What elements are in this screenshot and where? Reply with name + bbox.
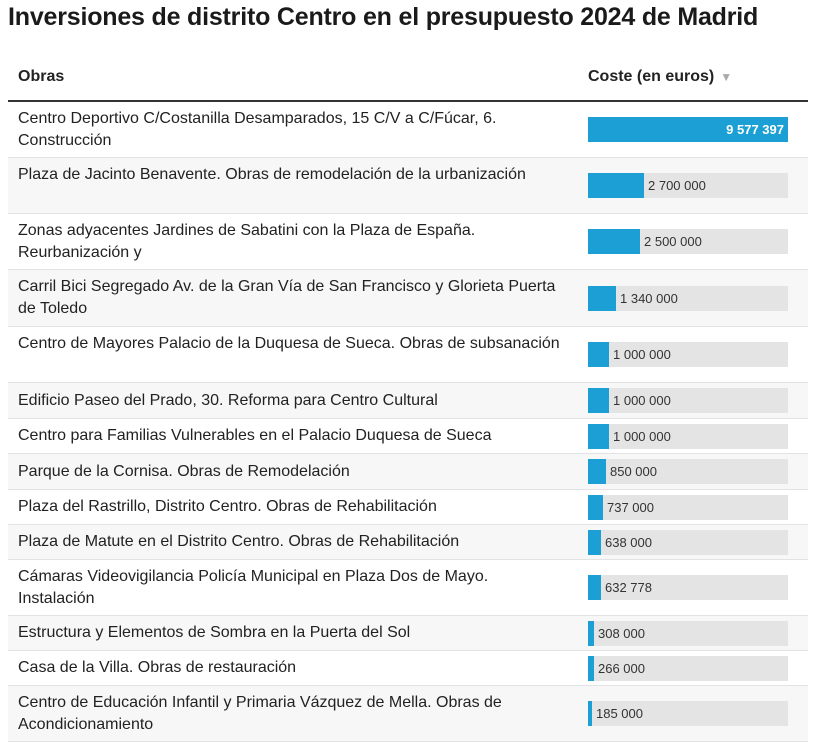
row-name: Cámaras Videovigilancia Policía Municipa…: [18, 567, 489, 607]
bar-track: 638 000: [588, 529, 788, 555]
bar-value-label: 9 577 397: [726, 122, 784, 137]
bar: [588, 575, 601, 600]
column-header-coste-label: Coste (en euros): [588, 68, 715, 85]
row-name: Parque de la Cornisa. Obras de Remodelac…: [18, 462, 350, 480]
bar-value-label: 1 340 000: [620, 290, 678, 306]
row-name: Centro para Familias Vulnerables en el P…: [18, 427, 492, 444]
table-row: Centro de Mayores Palacio de la Duquesa …: [8, 327, 808, 383]
bar-track: 1 340 000: [588, 285, 788, 311]
bar-track: 1 000 000: [588, 388, 788, 413]
bar-value-label: 850 000: [610, 464, 657, 479]
table-row: Estructura y Elementos de Sombra en la P…: [8, 616, 808, 651]
bar-value-label: 2 700 000: [648, 178, 706, 193]
bar: [588, 342, 609, 367]
bar-track: 2 500 000: [588, 229, 788, 254]
bar-track: 1 000 000: [588, 342, 788, 367]
bar: [588, 117, 788, 142]
bar-value-label: 1 000 000: [613, 347, 671, 362]
bar-value-label: 2 500 000: [644, 234, 702, 249]
bar-track: 9 577 397: [588, 117, 788, 142]
bar-track: 632 778: [588, 575, 788, 600]
table-row: Carril Bici Segregado Av. de la Gran Vía…: [8, 270, 808, 327]
table-row: Parque de la Cornisa. Obras de Remodelac…: [8, 454, 808, 490]
row-name: Casa de la Villa. Obras de restauración: [18, 659, 297, 676]
row-name: Estructura y Elementos de Sombra en la P…: [18, 624, 411, 641]
sort-descending-icon[interactable]: ▼: [720, 69, 733, 84]
bar-track: 185 000: [588, 701, 788, 726]
bar-value-label: 1 000 000: [613, 393, 671, 408]
row-name: Plaza de Matute en el Distrito Centro. O…: [18, 533, 460, 550]
bar: [588, 173, 644, 198]
table-row: Plaza del Rastrillo, Distrito Centro. Ob…: [8, 490, 808, 525]
bar-value-label: 308 000: [598, 625, 645, 641]
chart-title: Inversiones de distrito Centro en el pre…: [8, 3, 759, 31]
column-header-obras[interactable]: Obras: [18, 68, 65, 85]
bar: [588, 388, 609, 413]
table-row: Cámaras Videovigilancia Policía Municipa…: [8, 560, 808, 616]
bar: [588, 494, 603, 520]
row-name: Zonas adyacentes Jardines de Sabatini co…: [18, 221, 476, 261]
table-row: Plaza de Matute en el Distrito Centro. O…: [8, 525, 808, 560]
table-row: Zonas adyacentes Jardines de Sabatini co…: [8, 214, 808, 270]
table-row: Edificio Paseo del Prado, 30. Reforma pa…: [8, 383, 808, 419]
bar: [588, 423, 609, 449]
bar: [588, 459, 606, 484]
table-header: Obras Coste (en euros) ▼: [8, 60, 808, 102]
bar-track: 308 000: [588, 620, 788, 646]
row-name: Centro de Educación Infantil y Primaria …: [18, 693, 502, 733]
row-name: Plaza del Rastrillo, Distrito Centro. Ob…: [18, 498, 437, 515]
bar: [588, 655, 594, 681]
bar-value-label: 638 000: [605, 534, 652, 550]
bar: [588, 229, 640, 254]
bar: [588, 285, 616, 311]
table-row: Centro de Educación Infantil y Primaria …: [8, 686, 808, 742]
column-header-coste[interactable]: Coste (en euros) ▼: [588, 68, 732, 86]
row-name: Carril Bici Segregado Av. de la Gran Vía…: [18, 278, 556, 317]
table-row: Centro Deportivo C/Costanilla Desamparad…: [8, 102, 808, 158]
bar-track: 266 000: [588, 655, 788, 681]
bar-track: 2 700 000: [588, 173, 788, 198]
bar-track: 850 000: [588, 459, 788, 484]
bar: [588, 701, 592, 726]
bar-track: 737 000: [588, 494, 788, 520]
bar-value-label: 185 000: [596, 706, 643, 721]
row-name: Centro de Mayores Palacio de la Duquesa …: [18, 334, 560, 352]
table-row: Centro para Familias Vulnerables en el P…: [8, 419, 808, 454]
bar-value-label: 737 000: [607, 499, 654, 515]
bar-value-label: 1 000 000: [613, 428, 671, 444]
row-name: Edificio Paseo del Prado, 30. Reforma pa…: [18, 391, 438, 409]
row-name: Centro Deportivo C/Costanilla Desamparad…: [18, 109, 497, 149]
bar: [588, 529, 601, 555]
bar-value-label: 632 778: [605, 580, 652, 595]
table-row: Plaza de Jacinto Benavente. Obras de rem…: [8, 158, 808, 214]
bar-value-label: 266 000: [598, 660, 645, 676]
table-row: Casa de la Villa. Obras de restauración 2…: [8, 651, 808, 686]
bar-track: 1 000 000: [588, 423, 788, 449]
data-table: Obras Coste (en euros) ▼ Centro Deportivo…: [8, 60, 808, 742]
bar: [588, 620, 594, 646]
table-body: Centro Deportivo C/Costanilla Desamparad…: [8, 102, 808, 742]
row-name: Plaza de Jacinto Benavente. Obras de rem…: [18, 165, 526, 183]
